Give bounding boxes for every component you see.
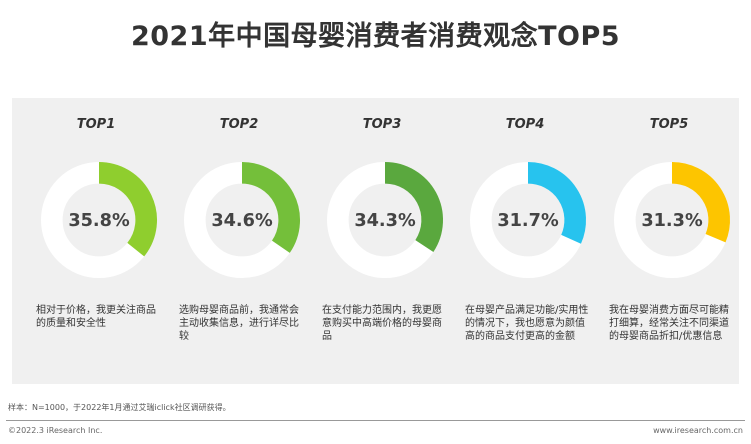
rank-label: TOP2 <box>219 117 259 132</box>
item-description: 相对于价格，我更关注商品的质量和安全性 <box>36 305 156 329</box>
item-description: 在支付能力范围内，我更愿意购买中高端价格的母婴商品 <box>322 305 442 342</box>
rank-card-1: TOP1 35.8% 相对于价格，我更关注商品的质量和安全性 <box>26 98 166 384</box>
percentage-label: 34.6% <box>211 211 273 231</box>
rank-label: TOP5 <box>649 117 689 132</box>
percentage-label: 31.7% <box>497 211 559 231</box>
percentage-label: 35.8% <box>68 211 130 231</box>
copyright: ©2022.3 iResearch Inc. <box>8 426 103 435</box>
donut-value-arc <box>671 161 730 243</box>
sample-footnote: 样本：N=1000，于2022年1月通过艾瑞iclick社区调研获得。 <box>8 403 231 412</box>
rank-label: TOP4 <box>505 117 545 132</box>
rank-label: TOP3 <box>362 117 402 132</box>
donut-chart: 34.3% <box>326 161 444 279</box>
donut-chart: 35.8% <box>40 161 158 279</box>
chart-panel: TOP1 35.8% 相对于价格，我更关注商品的质量和安全性 TOP2 34.6… <box>12 98 739 384</box>
donut-chart: 31.7% <box>469 161 587 279</box>
percentage-label: 34.3% <box>354 211 416 231</box>
rank-card-2: TOP2 34.6% 选购母婴商品前，我通常会主动收集信息，进行详尽比较 <box>169 98 309 384</box>
rank-label: TOP1 <box>76 117 116 132</box>
donut-value-arc <box>527 161 586 244</box>
item-description: 选购母婴商品前，我通常会主动收集信息，进行详尽比较 <box>179 305 299 342</box>
footer-divider <box>6 420 745 421</box>
donut-value-arc <box>384 161 444 252</box>
percentage-label: 31.3% <box>641 211 703 231</box>
donut-chart: 31.3% <box>613 161 731 279</box>
website-url: www.iresearch.com.cn <box>653 426 743 435</box>
rank-card-4: TOP4 31.7% 在母婴产品满足功能/实用性的情况下，我也愿意为颜值高的商品… <box>455 98 595 384</box>
donut-chart: 34.6% <box>183 161 301 279</box>
donut-value-arc <box>98 161 157 257</box>
page-title: 2021年中国母婴消费者消费观念TOP5 <box>130 21 621 52</box>
rank-card-3: TOP3 34.3% 在支付能力范围内，我更愿意购买中高端价格的母婴商品 <box>312 98 452 384</box>
item-description: 我在母婴消费方面尽可能精打细算，经常关注不同渠道的母婴商品折扣/优惠信息 <box>609 305 729 342</box>
donut-value-arc <box>241 161 300 253</box>
rank-card-5: TOP5 31.3% 我在母婴消费方面尽可能精打细算，经常关注不同渠道的母婴商品… <box>599 98 739 384</box>
item-description: 在母婴产品满足功能/实用性的情况下，我也愿意为颜值高的商品支付更高的金额 <box>465 305 589 342</box>
